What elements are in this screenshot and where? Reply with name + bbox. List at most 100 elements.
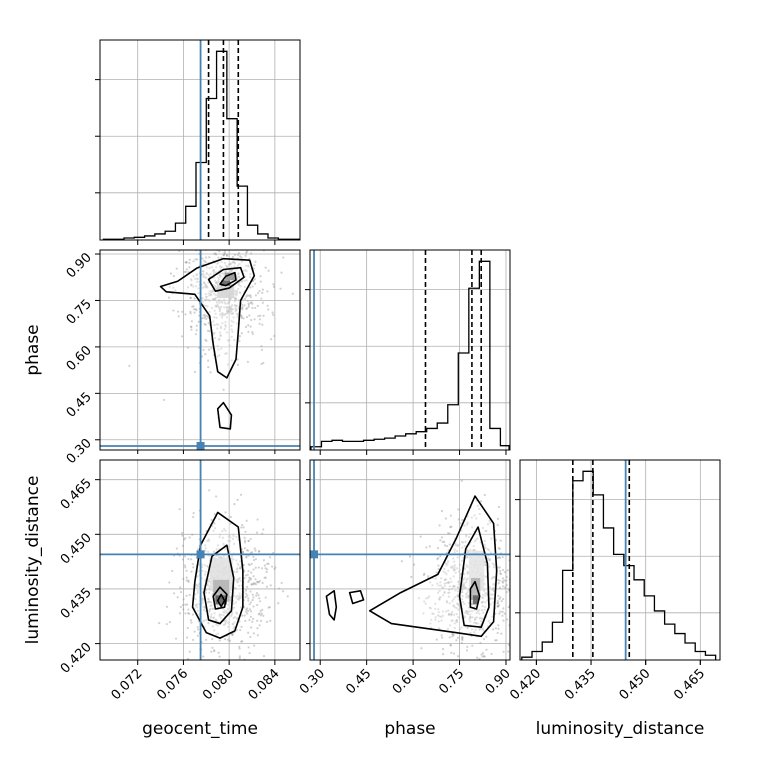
scatter-point (201, 257, 204, 260)
scatter-point (215, 282, 218, 285)
scatter-point (221, 314, 224, 317)
scatter-point (220, 260, 223, 263)
scatter-point (187, 579, 190, 582)
scatter-point (223, 609, 226, 612)
scatter-point (507, 605, 510, 609)
scatter-point (221, 530, 224, 533)
scatter-point (501, 614, 504, 617)
scatter-point (208, 256, 211, 259)
scatter-point (465, 609, 469, 613)
scatter-point (225, 254, 229, 257)
scatter-point (213, 298, 216, 301)
scatter-point (231, 623, 235, 626)
scatter-point (445, 573, 448, 576)
scatter-point (249, 608, 252, 611)
scatter-point (497, 505, 501, 509)
scatter-point (480, 601, 483, 604)
scatter-point (204, 591, 208, 595)
scatter-point (446, 627, 450, 630)
scatter-point (203, 313, 206, 316)
x-tick-label-luminosity_distance: 0.420 (507, 666, 544, 703)
scatter-point (423, 600, 426, 603)
scatter-point (459, 522, 462, 525)
scatter-point (204, 299, 207, 302)
scatter-point (465, 611, 469, 615)
scatter-point (228, 299, 231, 302)
y-tick-label-phase: 0.75 (64, 297, 95, 328)
scatter-point (224, 270, 227, 273)
scatter-point (185, 636, 189, 639)
scatter-point (252, 575, 255, 578)
scatter-point (215, 301, 218, 304)
scatter-point (240, 640, 243, 643)
scatter-point (184, 612, 187, 615)
scatter-point (258, 550, 261, 553)
scatter-point (172, 286, 175, 289)
scatter-point (230, 309, 233, 313)
scatter-point (208, 266, 211, 270)
scatter-point (218, 536, 221, 539)
scatter-point (442, 652, 445, 656)
scatter-point (229, 297, 232, 301)
scatter-point (234, 292, 237, 296)
scatter-point (248, 563, 251, 567)
scatter-point (464, 586, 467, 589)
scatter-point (194, 285, 198, 288)
scatter-point (218, 639, 221, 642)
scatter-point (248, 603, 251, 606)
scatter-point (215, 633, 218, 636)
scatter-point (206, 564, 209, 567)
scatter-point (229, 308, 232, 311)
scatter-point (204, 589, 208, 592)
scatter-point (512, 595, 514, 597)
scatter-point (440, 615, 443, 618)
scatter-point (213, 649, 216, 652)
scatter-point (207, 598, 210, 601)
scatter-point (465, 581, 468, 584)
xlabel-phase: phase (384, 719, 435, 739)
scatter-point (205, 588, 208, 591)
scatter-point (445, 610, 448, 613)
scatter-point (228, 262, 232, 265)
scatter-point (240, 625, 243, 628)
scatter-point (235, 292, 239, 295)
panel-content (310, 460, 514, 660)
scatter-point (237, 564, 240, 567)
scatter-point (274, 566, 277, 569)
scatter-point (268, 556, 272, 559)
scatter-point (245, 307, 249, 310)
scatter-point (464, 611, 467, 615)
scatter-point (448, 588, 451, 591)
scatter-point (230, 312, 233, 315)
scatter-point (226, 339, 230, 342)
scatter-point (507, 643, 510, 646)
scatter-point (491, 615, 494, 618)
scatter-point (487, 549, 490, 552)
scatter-point (212, 298, 216, 301)
scatter-point (244, 254, 247, 257)
scatter-point (436, 582, 439, 585)
scatter-point (485, 635, 488, 638)
scatter-point (193, 630, 196, 633)
scatter-point (235, 617, 239, 620)
scatter-point (240, 315, 243, 318)
scatter-point (233, 503, 236, 506)
scatter-point (453, 551, 456, 554)
scatter-point (185, 261, 188, 264)
scatter-point (249, 551, 252, 554)
contour-line (159, 257, 256, 379)
scatter-point (210, 613, 213, 616)
scatter-point (222, 611, 225, 614)
scatter-point (247, 580, 250, 583)
scatter-point (502, 619, 505, 622)
scatter-point (201, 569, 204, 572)
scatter-point (476, 656, 479, 659)
scatter-point (213, 252, 216, 255)
scatter-point (256, 603, 259, 607)
scatter-point (201, 620, 204, 623)
scatter-point (234, 298, 238, 301)
scatter-point (235, 294, 238, 297)
scatter-point (438, 615, 441, 618)
scatter-point (206, 247, 208, 249)
scatter-point (169, 272, 173, 275)
